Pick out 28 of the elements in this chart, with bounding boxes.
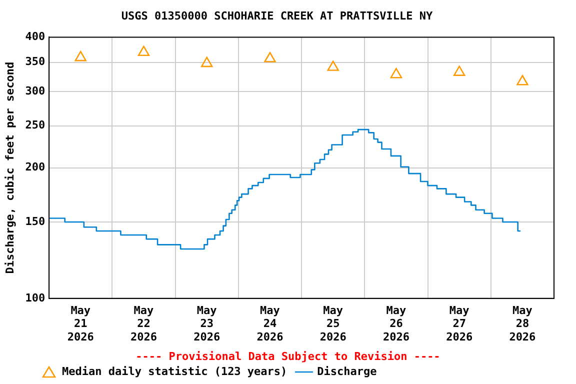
legend-label: Discharge <box>317 365 377 378</box>
x-tick-label: May 24 2026 <box>256 304 284 344</box>
legend-label: Median daily statistic (123 years) <box>62 365 288 378</box>
y-axis-title: Discharge, cubic feet per second <box>3 62 16 274</box>
x-tick-label: May 28 2026 <box>509 304 536 344</box>
y-tick-label: 200 <box>25 160 46 174</box>
point <box>138 46 150 56</box>
point <box>327 60 339 71</box>
point <box>74 50 86 62</box>
point <box>453 66 466 76</box>
y-tick-label: 150 <box>25 214 46 228</box>
x-tick-label: May 26 2026 <box>382 304 410 344</box>
y-tick-label: 300 <box>25 84 46 98</box>
y-tick-label: 250 <box>25 118 46 132</box>
y-tick-label: 350 <box>25 55 46 68</box>
x-tick-label: May 23 2026 <box>194 304 220 344</box>
x-tick-label: May 25 2026 <box>320 304 347 344</box>
point <box>516 74 528 86</box>
x-tick-label: May 21 2026 <box>67 304 94 344</box>
x-tick-label: May 22 2026 <box>130 304 158 344</box>
y-tick-label: 100 <box>25 291 46 304</box>
point <box>201 56 213 68</box>
y-tick-label: 400 <box>25 30 46 44</box>
point <box>264 52 276 62</box>
text: ---- Provisional Data Subject to Revision ---- <box>134 350 442 363</box>
chart-title: USGS 01350000 SCHOHARIE CREEK AT PRATTSVILLE NY <box>121 9 434 22</box>
point <box>390 68 402 78</box>
x-tick-label: May 27 2026 <box>446 304 473 344</box>
